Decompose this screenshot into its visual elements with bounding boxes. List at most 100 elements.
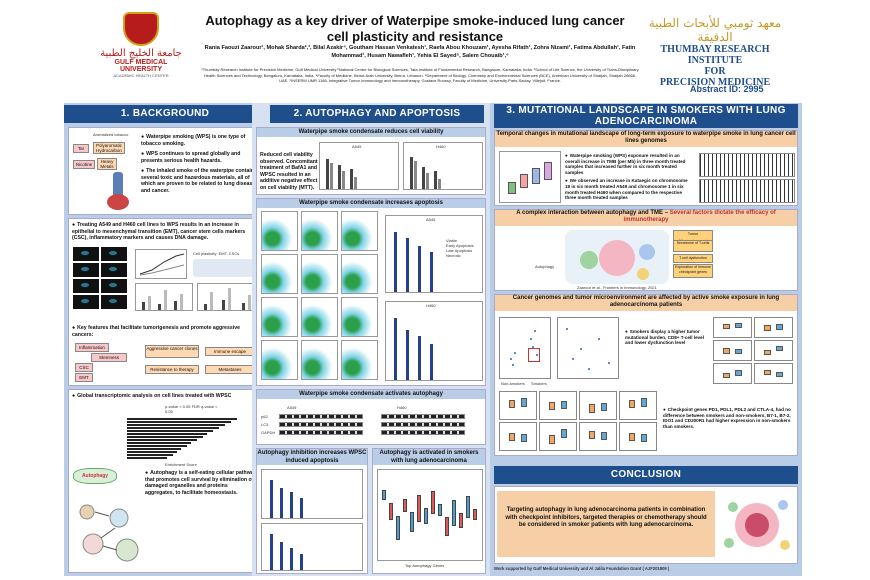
enrichment-bar — [127, 427, 219, 429]
adeno-panel: Autophagy is activated in smokers with l… — [372, 448, 486, 574]
checkpoint-boxplot — [579, 391, 617, 420]
tme-panel: A complex interaction between autophagy … — [494, 209, 798, 291]
checkpoint-boxplot — [499, 391, 537, 420]
apoptosis-panel: Waterpipe smoke condensate increases apo… — [256, 198, 486, 386]
enrichment-bar — [127, 448, 181, 450]
checkpoint-boxplot — [539, 391, 577, 420]
enrichment-bar — [127, 430, 213, 432]
adeno-header: Autophagy is activated in smokers with l… — [373, 449, 485, 465]
checkpoint-boxplot — [754, 340, 793, 361]
flow-plot — [261, 254, 298, 294]
viability-header: Waterpipe smoke condensate reduces cell … — [257, 128, 485, 137]
mutational-heading: 3. MUTATIONAL LANDSCAPE IN SMOKERS WITH … — [494, 104, 798, 128]
line-plot — [135, 249, 187, 279]
transcriptomic-panel: Global transcriptomic analysis on cell l… — [68, 389, 262, 573]
viability-chart-a549: A549 — [319, 142, 399, 190]
tme-box: Secretome of T-cells — [673, 240, 713, 252]
tmb-scatter — [499, 317, 551, 379]
autophagy-badge: Autophagy — [73, 468, 117, 484]
enrichment-bar — [127, 451, 177, 453]
checkpoint-boxplot — [754, 317, 793, 338]
enrichment-bar — [127, 454, 173, 456]
flow-plot — [341, 254, 378, 294]
poster-header: جامعة الخليج الطبية GULF MEDICAL UNIVERS… — [0, 0, 870, 100]
enrichment-bar — [127, 442, 191, 444]
feature-source: Stemness — [91, 353, 127, 362]
thumbay-logo-line2: FOR — [704, 66, 726, 77]
gene-box — [431, 491, 435, 514]
diagram-label: Tar — [73, 144, 89, 153]
treat-text: Treating A549 and H460 cell lines to WPS… — [72, 222, 260, 242]
figure-label: Cell plasticity: EMT, CSCs — [193, 251, 240, 256]
gene-box — [466, 496, 470, 518]
tme-box: T-cell dysfunction — [673, 254, 713, 263]
inhibition-chart-a549 — [261, 469, 363, 519]
activates-header: Waterpipe smoke condensate activates aut… — [257, 390, 485, 399]
waterpipe-bowl-icon — [107, 194, 129, 210]
inhibition-panel: Autophagy inhibition increases WPSC indu… — [256, 448, 368, 574]
wb-label: H460 — [397, 405, 407, 410]
western-blot — [279, 430, 363, 435]
flow-plot — [301, 297, 338, 337]
flow-plot — [261, 297, 298, 337]
gene-box — [438, 504, 442, 516]
complex-header-sub: Several factors dictate the efficacy of … — [623, 210, 776, 223]
diagram-label: Aromatized tobacco — [93, 132, 129, 137]
gene-box — [382, 490, 386, 500]
thumbay-logo-line3: PRECISION MEDICINE — [659, 77, 771, 88]
feature-box: Resistance to therapy — [145, 365, 199, 374]
group-label: Non-smokers — [501, 381, 525, 386]
checkpoint-boxplot — [713, 363, 752, 384]
autophagy-gene-boxplot — [377, 469, 483, 561]
enrichment-bar — [127, 433, 207, 435]
gmu-logo-sub: ACADEMIC HEALTH CENTER — [113, 73, 169, 78]
line-plot-svg — [139, 253, 185, 276]
temporal-panel: Temporal changes in mutational landscape… — [494, 130, 798, 206]
wps-panel: Aromatized tobacco Tar Polyaromatic Hydr… — [68, 127, 262, 215]
cell-illustration — [193, 259, 259, 277]
conclusion-panel: Targeting autophagy in lung adenocarcino… — [494, 486, 798, 564]
feature-source: CSC — [75, 363, 93, 372]
funding-note: Work supported by Gulf Medical Universit… — [494, 566, 670, 571]
waterpipe-icon — [113, 172, 123, 202]
autophagy-pathway-diagram — [73, 500, 145, 568]
checkpoint-boxplot — [539, 422, 577, 451]
feature-source: EMT — [75, 373, 93, 382]
smokers-point: Smokers display a higher tumor mutationa… — [625, 329, 709, 346]
wb-label: A549 — [287, 405, 297, 410]
flow-plot — [301, 254, 338, 294]
genome-header: Cancer genomes and tumor microenvironmen… — [495, 295, 797, 311]
feature-box: Immune escape — [205, 347, 255, 356]
bar-chart-small — [197, 283, 259, 311]
activates-panel: Waterpipe smoke condensate activates aut… — [256, 389, 486, 445]
gene-box — [424, 508, 428, 524]
diagram-label: Polyaromatic Hydrocarbon — [93, 142, 125, 154]
enrichment-bar — [127, 421, 231, 423]
checkpoint-boxplot — [754, 363, 793, 384]
gene-box — [396, 516, 400, 540]
checkpoint-boxplot — [619, 422, 657, 451]
enrichment-bar — [127, 424, 225, 426]
flow-plot — [301, 211, 338, 251]
gene-box — [452, 500, 456, 526]
conclusion-text: Targeting autophagy in lung adenocarcino… — [505, 507, 707, 528]
enrichment-bar — [127, 418, 237, 420]
flow-plot — [341, 211, 378, 251]
bar-chart-small — [135, 283, 193, 311]
viability-panel: Waterpipe smoke condensate reduces cell … — [256, 127, 486, 195]
enrichment-bar-chart — [127, 418, 247, 460]
author-list: Rania Faouzi Zaarour¹, Mohak Sharda²,³, … — [204, 45, 636, 59]
inhibition-chart-h460 — [261, 523, 363, 571]
feature-box: Metastases — [205, 365, 255, 374]
feature-box: Aggressive cancer clones — [145, 345, 199, 358]
temporal-point: Waterpipe smoking (WPS) exposure resulte… — [565, 153, 693, 175]
waterpipe-diagram: Aromatized tobacco Tar Polyaromatic Hydr… — [71, 132, 137, 212]
temporal-point: We observed an increase in Kataegis on c… — [565, 178, 693, 200]
western-blot — [381, 422, 465, 427]
enrichment-bar — [127, 445, 187, 447]
cd8-scatter — [557, 317, 619, 379]
checkpoint-boxplot — [499, 422, 537, 451]
autophagy-text: Autophagy is a self-eating cellular path… — [145, 470, 257, 496]
pval-label: p-value < 0.05 FDR q-value < 0.05 — [165, 404, 218, 414]
western-blot — [381, 414, 465, 419]
